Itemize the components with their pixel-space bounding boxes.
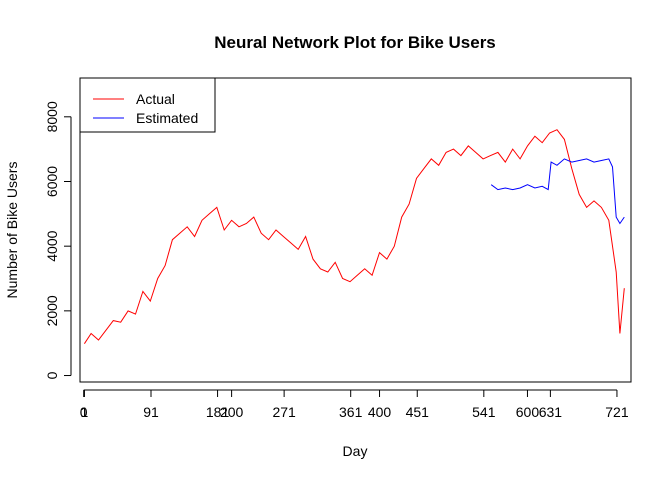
legend-label-actual: Actual	[136, 91, 175, 107]
y-tick-label: 2000	[44, 295, 60, 326]
x-tick-label: 631	[539, 404, 563, 420]
legend-label-estimated: Estimated	[136, 110, 198, 126]
x-tick-label: 0	[80, 404, 88, 420]
x-tick-label: 181	[206, 404, 230, 420]
x-axis-label: Day	[343, 443, 368, 459]
x-tick-label: 541	[472, 404, 496, 420]
series-group	[83, 129, 625, 344]
y-tick-label: 6000	[44, 166, 60, 197]
y-tick-label: 4000	[44, 230, 60, 261]
series-line-estimated	[490, 158, 625, 225]
y-axis-label: Number of Bike Users	[4, 162, 20, 299]
y-tick-label: 8000	[44, 101, 60, 132]
x-tick-label: 721	[605, 404, 629, 420]
x-tick-label: 1	[81, 404, 89, 420]
y-tick-label: 0	[44, 371, 60, 379]
y-axis: 0 2000 4000 6000 8000	[44, 101, 72, 379]
chart-title: Neural Network Plot for Bike Users	[214, 33, 496, 52]
legend: Actual Estimated	[79, 77, 216, 133]
x-tick-label: 271	[272, 404, 296, 420]
x-tick-label: 600	[516, 404, 540, 420]
x-tick-label: 400	[368, 404, 392, 420]
x-tick-label: 200	[220, 404, 244, 420]
x-tick-label: 451	[406, 404, 430, 420]
plot-frame	[79, 77, 632, 383]
x-tick-label: 91	[143, 404, 159, 420]
legend-box	[79, 77, 216, 133]
series-line-actual	[83, 129, 625, 344]
x-tick-label: 361	[339, 404, 363, 420]
